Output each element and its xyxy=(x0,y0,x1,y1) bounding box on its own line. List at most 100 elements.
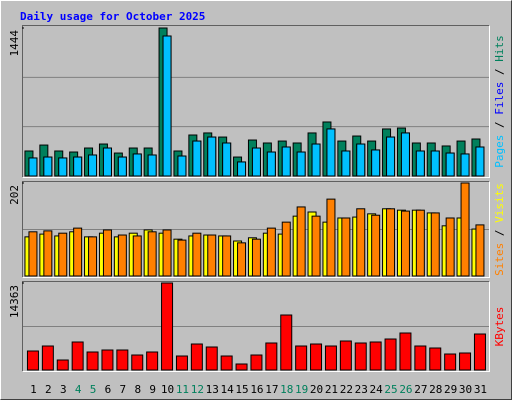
bar xyxy=(250,354,263,371)
bar xyxy=(161,282,174,371)
x-tick-label: 13 xyxy=(206,383,219,396)
bar xyxy=(205,346,218,371)
bar xyxy=(460,182,470,277)
x-tick-label: 10 xyxy=(161,383,174,396)
x-tick-label: 21 xyxy=(325,383,338,396)
bar xyxy=(473,333,486,371)
bar xyxy=(71,341,84,371)
bar xyxy=(86,351,99,371)
bar xyxy=(445,217,455,277)
bar xyxy=(43,230,53,277)
bar xyxy=(356,208,366,277)
legend-separator: / xyxy=(493,62,506,82)
bar xyxy=(430,150,440,177)
bar xyxy=(28,157,38,177)
bar xyxy=(162,229,172,277)
bar xyxy=(386,136,396,177)
bar xyxy=(326,128,336,177)
bar xyxy=(475,224,485,277)
bar xyxy=(235,363,248,371)
x-tick-label: 29 xyxy=(444,383,457,396)
bar xyxy=(101,349,114,371)
x-tick-label: 8 xyxy=(134,383,141,396)
x-tick-label: 15 xyxy=(235,383,248,396)
bar xyxy=(175,355,188,371)
bar xyxy=(222,235,232,277)
bar xyxy=(354,342,367,371)
bar xyxy=(43,156,53,177)
x-tick-label: 2 xyxy=(45,383,52,396)
chart-title: Daily usage for October 2025 xyxy=(20,10,205,23)
bar xyxy=(132,235,142,277)
x-tick-label: 5 xyxy=(90,383,97,396)
x-tick-label: 22 xyxy=(340,383,353,396)
legend: Pages / Files / Hits xyxy=(493,35,506,168)
bar xyxy=(371,214,381,277)
bar xyxy=(222,142,232,177)
x-tick-label: 9 xyxy=(149,383,156,396)
bar xyxy=(73,156,83,177)
legend-entry: Sites xyxy=(493,243,506,276)
bar xyxy=(73,227,83,277)
bar xyxy=(341,150,351,177)
bar xyxy=(430,212,440,277)
bar xyxy=(324,345,337,371)
x-tick-label: 30 xyxy=(459,383,472,396)
bar xyxy=(311,215,321,277)
bar xyxy=(147,154,157,177)
bar xyxy=(415,209,425,277)
legend-entry: Hits xyxy=(493,35,506,62)
legend-separator: / xyxy=(493,223,506,243)
x-tick-label: 16 xyxy=(250,383,263,396)
bar xyxy=(295,345,308,371)
bar xyxy=(400,132,410,177)
bar xyxy=(296,206,306,277)
legend: KBytes xyxy=(493,307,506,347)
bar xyxy=(414,345,427,371)
bar xyxy=(384,338,397,371)
panel-light xyxy=(22,281,490,372)
bar xyxy=(444,353,457,371)
x-tick-label: 18 xyxy=(280,383,293,396)
bar xyxy=(190,343,203,371)
x-tick-label: 19 xyxy=(295,383,308,396)
bar xyxy=(266,227,276,277)
bar xyxy=(131,354,144,371)
bar xyxy=(220,355,233,371)
panel-shadow xyxy=(22,25,490,178)
x-tick-label: 25 xyxy=(384,383,397,396)
bar xyxy=(415,150,425,177)
bar xyxy=(88,154,98,177)
bar xyxy=(369,341,382,371)
bar xyxy=(102,229,112,277)
bar xyxy=(192,140,202,177)
bar xyxy=(56,359,69,371)
bar xyxy=(146,351,159,371)
bar xyxy=(147,231,157,277)
bar xyxy=(266,151,276,177)
panel-light xyxy=(22,25,490,178)
bar xyxy=(400,210,410,277)
bar xyxy=(117,156,127,177)
x-tick-label: 24 xyxy=(370,383,384,396)
bar xyxy=(296,151,306,177)
bar xyxy=(339,340,352,371)
bar xyxy=(192,232,202,277)
bar xyxy=(237,242,247,277)
x-tick-label: 4 xyxy=(75,383,82,396)
bar xyxy=(251,147,261,177)
legend-entry: Pages xyxy=(493,135,506,168)
bar xyxy=(207,234,217,277)
bar xyxy=(311,143,321,177)
legend-entry: KBytes xyxy=(493,307,506,347)
x-tick-label: 12 xyxy=(191,383,204,396)
bar xyxy=(207,136,217,177)
y-tick-label: 14363 xyxy=(8,285,21,318)
bar xyxy=(429,347,442,371)
bar xyxy=(356,143,366,177)
panel-shadow xyxy=(22,281,490,372)
bar xyxy=(265,342,278,371)
bar xyxy=(177,239,187,277)
bar xyxy=(26,350,39,371)
